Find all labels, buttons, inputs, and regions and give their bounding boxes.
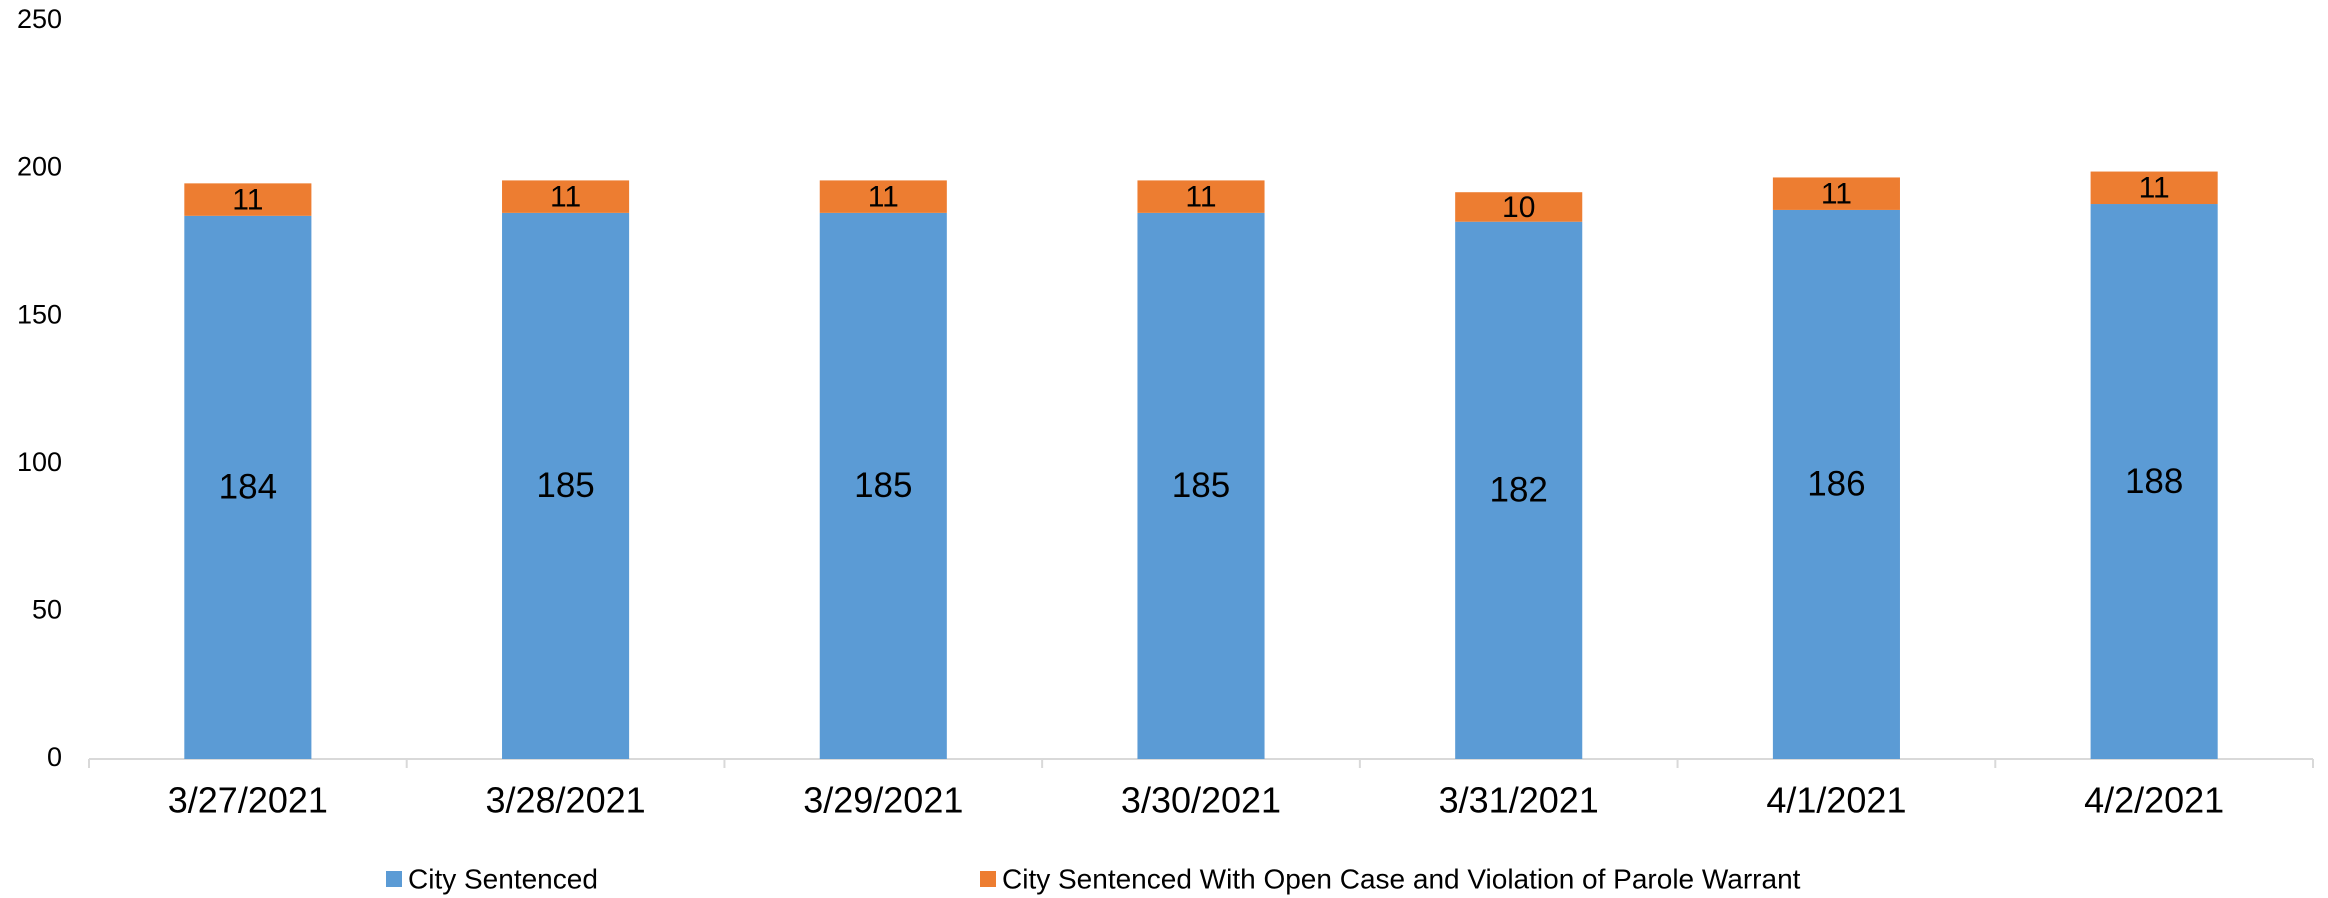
bar-segment [1772, 177, 1900, 210]
bar-segment [1455, 192, 1583, 222]
bar-segment [502, 212, 630, 759]
data-label: 182 [1490, 471, 1548, 510]
x-tick-label: 4/1/2021 [1766, 780, 1906, 821]
bar-segment [184, 215, 312, 759]
data-label: 185 [536, 466, 594, 505]
x-tick-label: 4/2/2021 [2084, 780, 2224, 821]
data-label: 185 [854, 466, 912, 505]
y-tick-label: 200 [17, 152, 62, 182]
y-tick-label: 0 [47, 742, 62, 772]
bar-segment [819, 180, 947, 213]
legend-marker [980, 871, 996, 887]
legend-marker [386, 871, 402, 887]
y-tick-label: 100 [17, 447, 62, 477]
data-label: 11 [1821, 178, 1852, 211]
data-label: 188 [2125, 462, 2183, 501]
bar-segment [184, 183, 312, 216]
data-label: 186 [1807, 465, 1865, 504]
legend-label: City Sentenced [408, 863, 598, 894]
x-tick-label: 3/29/2021 [803, 780, 963, 821]
x-tick-label: 3/30/2021 [1121, 780, 1281, 821]
data-label: 11 [232, 184, 263, 217]
bar-segment [1137, 180, 1265, 213]
legend-label: City Sentenced With Open Case and Violat… [1002, 863, 1801, 894]
data-label: 185 [1172, 466, 1230, 505]
data-label: 184 [219, 468, 277, 507]
bar-segment [2090, 204, 2218, 760]
y-tick-label: 250 [17, 4, 62, 34]
x-tick-label: 3/31/2021 [1439, 780, 1599, 821]
x-tick-label: 3/27/2021 [168, 780, 328, 821]
bar-segment [1137, 212, 1265, 759]
data-label: 11 [868, 181, 899, 214]
bar-segment [819, 212, 947, 759]
y-tick-label: 50 [32, 595, 62, 625]
bar-segment [2090, 171, 2218, 205]
data-label: 11 [1185, 181, 1216, 214]
bar-segment [1772, 209, 1900, 760]
x-tick-label: 3/28/2021 [485, 780, 645, 821]
bar-segment [1455, 221, 1583, 760]
data-label: 11 [2139, 172, 2170, 205]
data-label: 11 [550, 181, 581, 214]
data-label: 10 [1502, 191, 1535, 224]
bar-segment [502, 180, 630, 213]
y-tick-label: 150 [17, 299, 62, 329]
